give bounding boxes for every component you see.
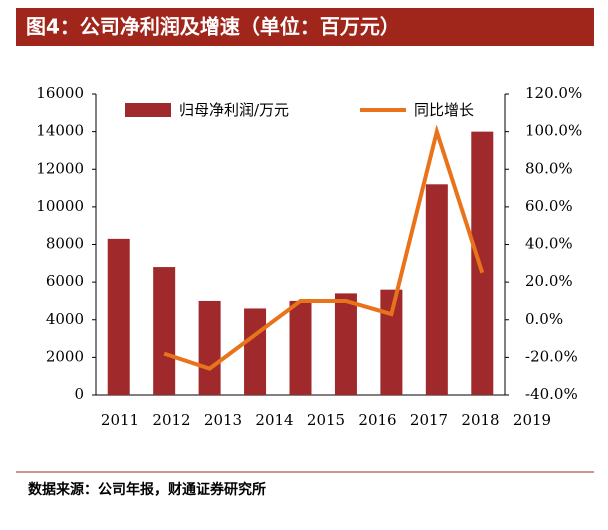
y-tick-label: 8000 xyxy=(46,235,84,253)
y-tick-label: 2000 xyxy=(46,347,84,365)
bar xyxy=(471,131,494,395)
x-tick-label: 2017 xyxy=(410,411,448,429)
title-banner xyxy=(16,8,594,46)
legend-label: 归母净利润/万元 xyxy=(179,101,289,119)
y2-tick-label: 60.0% xyxy=(525,197,573,215)
line-series xyxy=(163,124,485,371)
bar xyxy=(153,267,176,395)
y-tick-label: 14000 xyxy=(36,122,84,140)
y2-tick-label: -40.0% xyxy=(525,385,578,403)
source-note: 数据来源：公司年报，财通证券研究所 xyxy=(28,481,266,498)
bar xyxy=(425,184,448,395)
y2-tick-label: 0.0% xyxy=(525,310,563,328)
y2-tick-label: 40.0% xyxy=(525,235,573,253)
y2-tick-label: 80.0% xyxy=(525,159,573,177)
y-tick-label: 12000 xyxy=(36,159,84,177)
bar xyxy=(107,238,130,395)
y-tick-label: 16000 xyxy=(36,84,84,102)
y-tick-label: 6000 xyxy=(46,272,84,290)
x-tick-label: 2015 xyxy=(307,411,345,429)
y-tick-label: 4000 xyxy=(46,310,84,328)
y-tick-label: 10000 xyxy=(36,197,84,215)
x-tick-label: 2011 xyxy=(101,411,139,429)
bar xyxy=(334,293,357,395)
x-tick-label: 2012 xyxy=(152,411,190,429)
chart-title: 图4：公司净利润及增速（单位：百万元） xyxy=(26,15,400,39)
bar xyxy=(244,308,267,395)
x-tick-label: 2013 xyxy=(204,411,242,429)
bar xyxy=(289,300,312,395)
y2-tick-label: 120.0% xyxy=(525,84,582,102)
bar xyxy=(380,289,403,395)
bar xyxy=(198,300,221,395)
y-tick-label: 0 xyxy=(74,385,84,403)
x-tick-label: 2016 xyxy=(358,411,396,429)
x-tick-label: 2014 xyxy=(255,411,293,429)
y2-tick-label: 20.0% xyxy=(525,272,573,290)
x-tick-label: 2019 xyxy=(513,411,551,429)
legend-swatch xyxy=(125,103,171,117)
y2-tick-label: 100.0% xyxy=(525,122,582,140)
legend-label: 同比增长 xyxy=(414,101,474,119)
y2-tick-label: -20.0% xyxy=(525,347,578,365)
x-tick-label: 2018 xyxy=(461,411,499,429)
